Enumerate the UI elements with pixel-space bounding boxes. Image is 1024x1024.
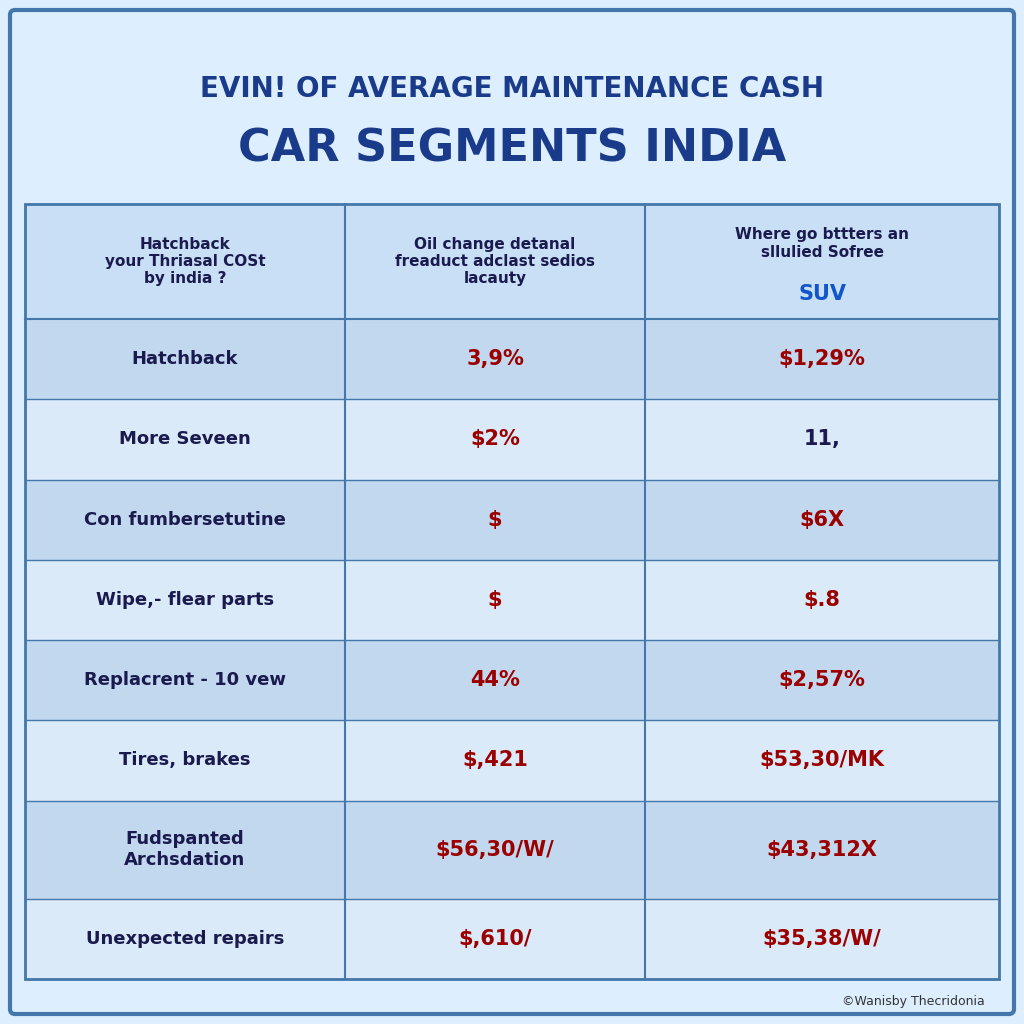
Text: Where go bttters an
sllulied Sofree: Where go bttters an sllulied Sofree: [735, 227, 909, 260]
FancyBboxPatch shape: [10, 10, 1014, 1014]
Text: Hatchback: Hatchback: [132, 350, 239, 369]
Text: $6X: $6X: [800, 510, 845, 529]
Text: ©Wanisby Thecridonia: ©Wanisby Thecridonia: [843, 995, 985, 1009]
Text: $53,30/MK: $53,30/MK: [760, 751, 885, 770]
FancyBboxPatch shape: [25, 720, 999, 801]
Text: 11,: 11,: [804, 429, 841, 450]
Text: EVIN! OF AVERAGE MAINTENANCE CASH: EVIN! OF AVERAGE MAINTENANCE CASH: [200, 75, 824, 103]
Text: Replacrent - 10 vew: Replacrent - 10 vew: [84, 671, 286, 689]
FancyBboxPatch shape: [25, 399, 999, 479]
Text: Wipe,- flear parts: Wipe,- flear parts: [96, 591, 274, 609]
Text: CAR SEGMENTS INDIA: CAR SEGMENTS INDIA: [238, 128, 786, 171]
Text: Unexpected repairs: Unexpected repairs: [86, 930, 285, 948]
FancyBboxPatch shape: [25, 899, 999, 979]
Text: $1,29%: $1,29%: [778, 349, 865, 369]
Text: Oil change detanal
freaduct adclast sedios
lacauty: Oil change detanal freaduct adclast sedi…: [395, 237, 595, 287]
Text: 44%: 44%: [470, 671, 520, 690]
Text: Con fumbersetutine: Con fumbersetutine: [84, 511, 286, 528]
FancyBboxPatch shape: [25, 560, 999, 640]
Text: Fudspanted
Archsdation: Fudspanted Archsdation: [124, 830, 246, 869]
Text: $,610/: $,610/: [459, 929, 531, 949]
FancyBboxPatch shape: [25, 204, 999, 319]
Text: $: $: [487, 510, 502, 529]
FancyBboxPatch shape: [25, 640, 999, 720]
Text: $35,38/W/: $35,38/W/: [763, 929, 882, 949]
Text: Tires, brakes: Tires, brakes: [119, 752, 251, 769]
Text: $: $: [487, 590, 502, 610]
Text: 3,9%: 3,9%: [466, 349, 524, 369]
Text: SUV: SUV: [798, 284, 846, 303]
Text: $,421: $,421: [462, 751, 528, 770]
Text: $43,312X: $43,312X: [767, 840, 878, 860]
Text: $2,57%: $2,57%: [778, 671, 865, 690]
FancyBboxPatch shape: [25, 319, 999, 399]
FancyBboxPatch shape: [25, 801, 999, 899]
Text: More Seveen: More Seveen: [119, 430, 251, 449]
FancyBboxPatch shape: [25, 479, 999, 560]
Text: Hatchback
your Thriasal COSt
by india ?: Hatchback your Thriasal COSt by india ?: [104, 237, 265, 287]
Text: $.8: $.8: [804, 590, 841, 610]
Text: $2%: $2%: [470, 429, 520, 450]
Text: $56,30/W/: $56,30/W/: [435, 840, 554, 860]
